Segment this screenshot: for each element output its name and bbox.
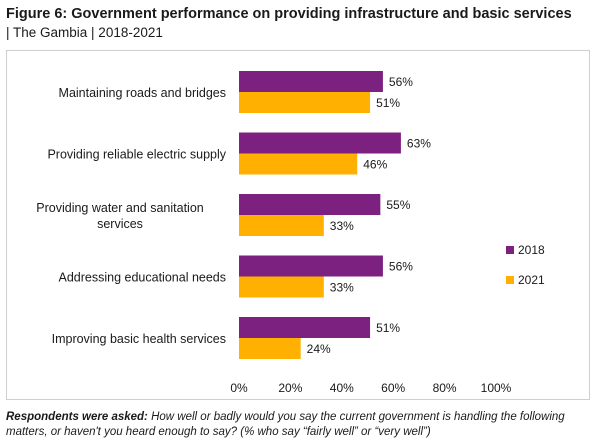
- data-label-2018-5: 51%: [376, 321, 400, 335]
- bar-2018-1: [239, 71, 383, 92]
- bar-2018-4: [239, 255, 383, 277]
- bar-2018-3: [239, 194, 381, 215]
- legend-swatch-2018: [506, 246, 514, 254]
- bar-2021-1: [239, 92, 371, 113]
- footnote-lead: Respondents were asked:: [6, 411, 148, 423]
- x-tick-label-100pct: 100%: [481, 381, 512, 395]
- figure-title-block: Figure 6: Government performance on prov…: [6, 6, 591, 41]
- data-label-2021-3: 33%: [330, 219, 354, 233]
- data-label-2018-1: 56%: [389, 75, 413, 89]
- bar-2021-4: [239, 276, 324, 298]
- category-label-5: Improving basic health services: [52, 332, 226, 346]
- x-tick-label-60pct: 60%: [381, 381, 405, 395]
- legend-swatch-2021: [506, 276, 514, 284]
- data-label-2021-2: 46%: [363, 158, 387, 172]
- figure-title: Figure 6: Government performance on prov…: [6, 6, 572, 22]
- data-label-2018-2: 63%: [407, 137, 431, 151]
- data-label-2018-3: 55%: [386, 198, 410, 212]
- bar-2021-5: [239, 338, 301, 359]
- data-label-2018-4: 56%: [389, 260, 413, 274]
- category-label-2: Providing reliable electric supply: [47, 148, 226, 162]
- bar-2021-2: [239, 153, 358, 175]
- bar-2018-5: [239, 317, 371, 338]
- bar-2018-2: [239, 132, 401, 154]
- category-label-3: Providing water and sanitation services: [36, 201, 204, 231]
- data-label-2021-4: 33%: [330, 281, 354, 295]
- legend-label-2021: 2021: [518, 273, 545, 287]
- x-tick-label-40pct: 40%: [330, 381, 354, 395]
- category-label-4: Addressing educational needs: [59, 271, 226, 285]
- data-label-2021-5: 24%: [307, 342, 331, 356]
- figure-subtitle: | The Gambia | 2018-2021: [6, 25, 163, 40]
- footnote: Respondents were asked: How well or badl…: [6, 410, 591, 440]
- x-tick-label-20pct: 20%: [278, 381, 302, 395]
- chart-frame: 56% 51% Maintaining roads and bridges 63% 46…: [6, 50, 590, 400]
- bar-chart: 56% 51% Maintaining roads and bridges 63% 46…: [36, 71, 545, 395]
- bar-2021-3: [239, 215, 324, 236]
- footnote-text: How well or badly would you say the curr…: [6, 411, 565, 438]
- x-tick-label-80pct: 80%: [433, 381, 457, 395]
- legend-label-2018: 2018: [518, 243, 545, 257]
- x-tick-label-0pct: 0%: [230, 381, 248, 395]
- data-label-2021-1: 51%: [376, 96, 400, 110]
- category-label-1: Maintaining roads and bridges: [59, 86, 226, 100]
